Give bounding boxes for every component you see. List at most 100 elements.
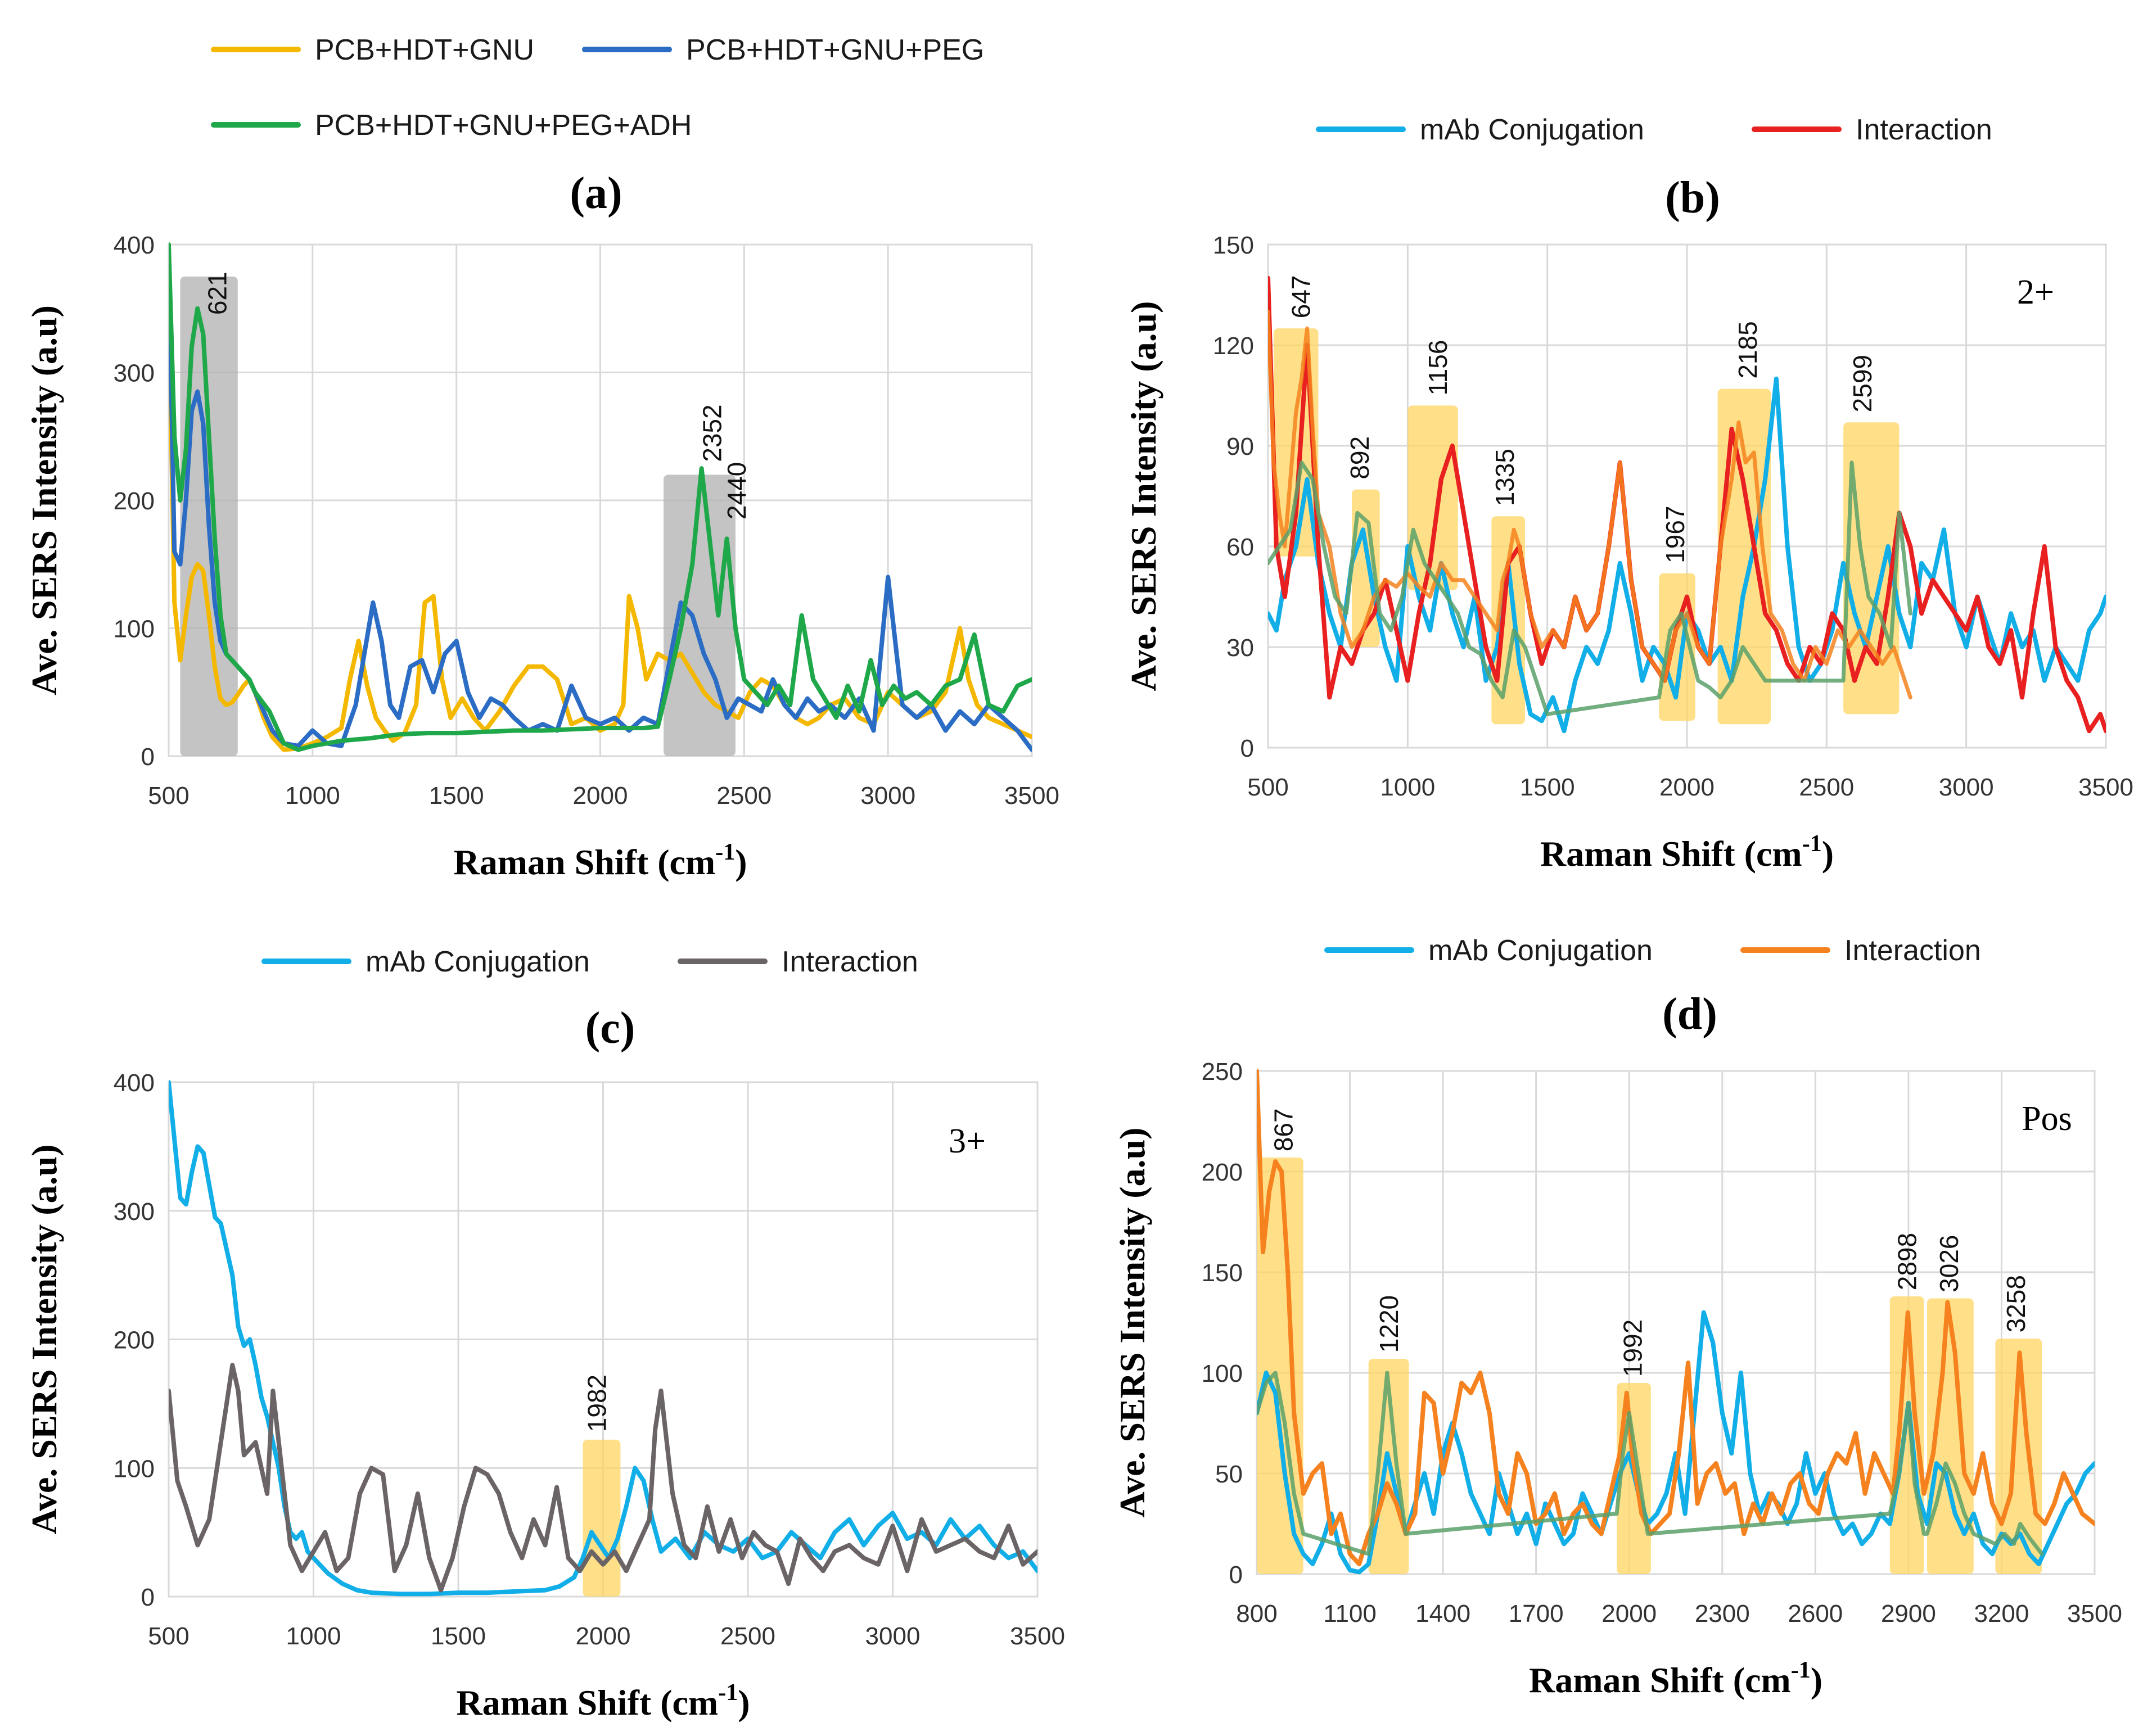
x-axis-title-end: ): [1811, 1660, 1822, 1700]
series-line-interaction: [1268, 275, 2106, 734]
y-tick-label: 400: [114, 1069, 155, 1097]
legend-label: Interaction: [782, 946, 918, 978]
highlight-band-3: [1889, 1296, 1924, 1574]
x-tick-label: 2000: [1601, 1600, 1657, 1628]
x-tick-label: 2500: [1799, 774, 1854, 801]
x-tick-label: 1500: [431, 1622, 486, 1650]
legend-item: Interaction: [1740, 934, 1981, 967]
x-tick-label: 1000: [1380, 774, 1435, 801]
y-tick-label: 400: [114, 232, 155, 259]
y-tick-label: 0: [141, 743, 155, 771]
y-tick-label: 0: [1240, 735, 1254, 762]
x-tick-label: 2500: [716, 782, 772, 810]
x-tick-label: 2000: [576, 1622, 631, 1650]
x-axis-title-main: Raman Shift (cm: [453, 842, 715, 882]
x-tick-label: 3000: [860, 782, 915, 810]
x-axis-title-end: ): [1822, 834, 1834, 874]
y-tick-label: 60: [1226, 534, 1254, 561]
x-tick-label: 3000: [865, 1622, 921, 1650]
x-tick-label: 500: [1247, 774, 1288, 801]
x-axis-title-sup: -1: [715, 839, 735, 865]
x-tick-label: 500: [148, 782, 189, 810]
peak-label: 1156: [1423, 340, 1452, 396]
y-axis-title: Ave. SERS Intensity (a.u): [1124, 301, 1163, 691]
y-tick-label: 100: [114, 1455, 155, 1482]
legend-label: PCB+HDT+GNU+PEG: [686, 34, 984, 66]
y-tick-label: 150: [1202, 1259, 1243, 1287]
legend-item: mAb Conjugation: [1316, 114, 1644, 146]
y-axis-title: Ave. SERS Intensity (a.u): [1112, 1128, 1152, 1518]
x-tick-label: 3500: [1010, 1622, 1065, 1650]
peak-label: 3258: [2001, 1275, 2031, 1332]
series-line-interaction: [1257, 1069, 2095, 1567]
x-axis-title: Raman Shift (cm-1): [1529, 1657, 1822, 1700]
x-tick-label: 1000: [286, 1622, 341, 1650]
series-line-overlay-c: [1257, 1371, 2044, 1556]
x-tick-label: 1000: [285, 782, 340, 810]
peak-label: 2352: [697, 404, 727, 462]
y-tick-label: 300: [114, 1198, 155, 1226]
panel-title: (c): [585, 1003, 635, 1053]
x-tick-label: 2600: [1788, 1600, 1843, 1628]
series-line-overlay-a: [1268, 309, 1912, 699]
x-tick-label: 800: [1236, 1600, 1277, 1628]
y-axis-title: Ave. SERS Intensity (a.u): [24, 305, 64, 695]
y-tick-label: 0: [1229, 1561, 1243, 1589]
x-axis-title-end: ): [735, 842, 747, 882]
peak-label: 2599: [1848, 355, 1877, 412]
x-axis-title-sup: -1: [1802, 831, 1822, 857]
x-tick-label: 2500: [720, 1622, 775, 1650]
x-tick-label: 3500: [2078, 774, 2133, 801]
y-tick-label: 200: [114, 487, 155, 515]
x-axis-title: Raman Shift (cm-1): [1540, 831, 1834, 874]
x-tick-label: 1500: [1520, 774, 1575, 801]
legend-label: mAb Conjugation: [1428, 934, 1653, 967]
y-tick-label: 120: [1213, 332, 1254, 360]
plot-content-b: [1268, 275, 2106, 734]
x-tick-label: 1100: [1323, 1600, 1377, 1628]
x-axis-title: Raman Shift (cm-1): [453, 839, 747, 882]
x-axis-title-main: Raman Shift (cm: [1540, 834, 1802, 874]
x-tick-label: 2900: [1881, 1600, 1936, 1628]
peak-label: 892: [1345, 436, 1374, 480]
y-tick-label: 90: [1226, 433, 1254, 460]
x-tick-label: 2300: [1695, 1600, 1750, 1628]
peak-label: 2185: [1733, 321, 1762, 378]
y-tick-label: 300: [114, 360, 155, 387]
legend-item: Interaction: [678, 946, 918, 978]
x-tick-label: 3500: [2067, 1600, 2122, 1628]
y-tick-label: 0: [141, 1584, 155, 1611]
y-tick-label: 200: [114, 1327, 155, 1354]
x-tick-label: 2000: [1659, 774, 1715, 801]
y-tick-label: 150: [1213, 232, 1254, 259]
inset-label: 2+: [2017, 273, 2054, 311]
panel-title: (b): [1665, 173, 1720, 223]
x-axis-title-sup: -1: [718, 1680, 738, 1706]
plot-content-c: [169, 1080, 1037, 1597]
legend-item: PCB+HDT+GNU: [211, 34, 534, 66]
x-axis-title: Raman Shift (cm-1): [456, 1680, 750, 1723]
legend-label: mAb Conjugation: [366, 946, 590, 978]
highlight-band-5: [1995, 1339, 2042, 1574]
panel-b-chart: 500 1000 1500 2000 2500 3000 3500 0 30 60 90 120 150…: [1124, 114, 2133, 874]
plot-content-d: [1257, 1069, 2095, 1575]
panel-d-chart: 800 1100 1400 1700 2000 2300 2600 2900 3200 3500 0…: [1112, 934, 2122, 1700]
x-tick-label: 3500: [1004, 782, 1059, 810]
panel-a-chart: 500 1000 1500 2000 2500 3000 3500 0 100 200 300 400…: [24, 34, 1059, 882]
y-tick-label: 50: [1215, 1461, 1243, 1488]
y-tick-label: 200: [1202, 1159, 1243, 1186]
x-axis-title-sup: -1: [1791, 1657, 1811, 1683]
y-tick-label: 30: [1226, 634, 1254, 662]
peak-label: 2898: [1893, 1233, 1922, 1290]
legend-item: PCB+HDT+GNU+PEG: [582, 34, 984, 66]
legend-label: Interaction: [1856, 114, 1992, 146]
legend-item: PCB+HDT+GNU+PEG+ADH: [211, 109, 692, 142]
x-axis-title-main: Raman Shift (cm: [1529, 1660, 1791, 1700]
series-line-interaction: [169, 1363, 1037, 1593]
x-axis-title-main: Raman Shift (cm: [456, 1683, 718, 1723]
peak-label: 621: [202, 272, 232, 315]
x-axis-title-end: ): [738, 1683, 750, 1723]
peak-label: 1982: [583, 1375, 612, 1432]
x-tick-label: 3200: [1974, 1600, 2029, 1628]
